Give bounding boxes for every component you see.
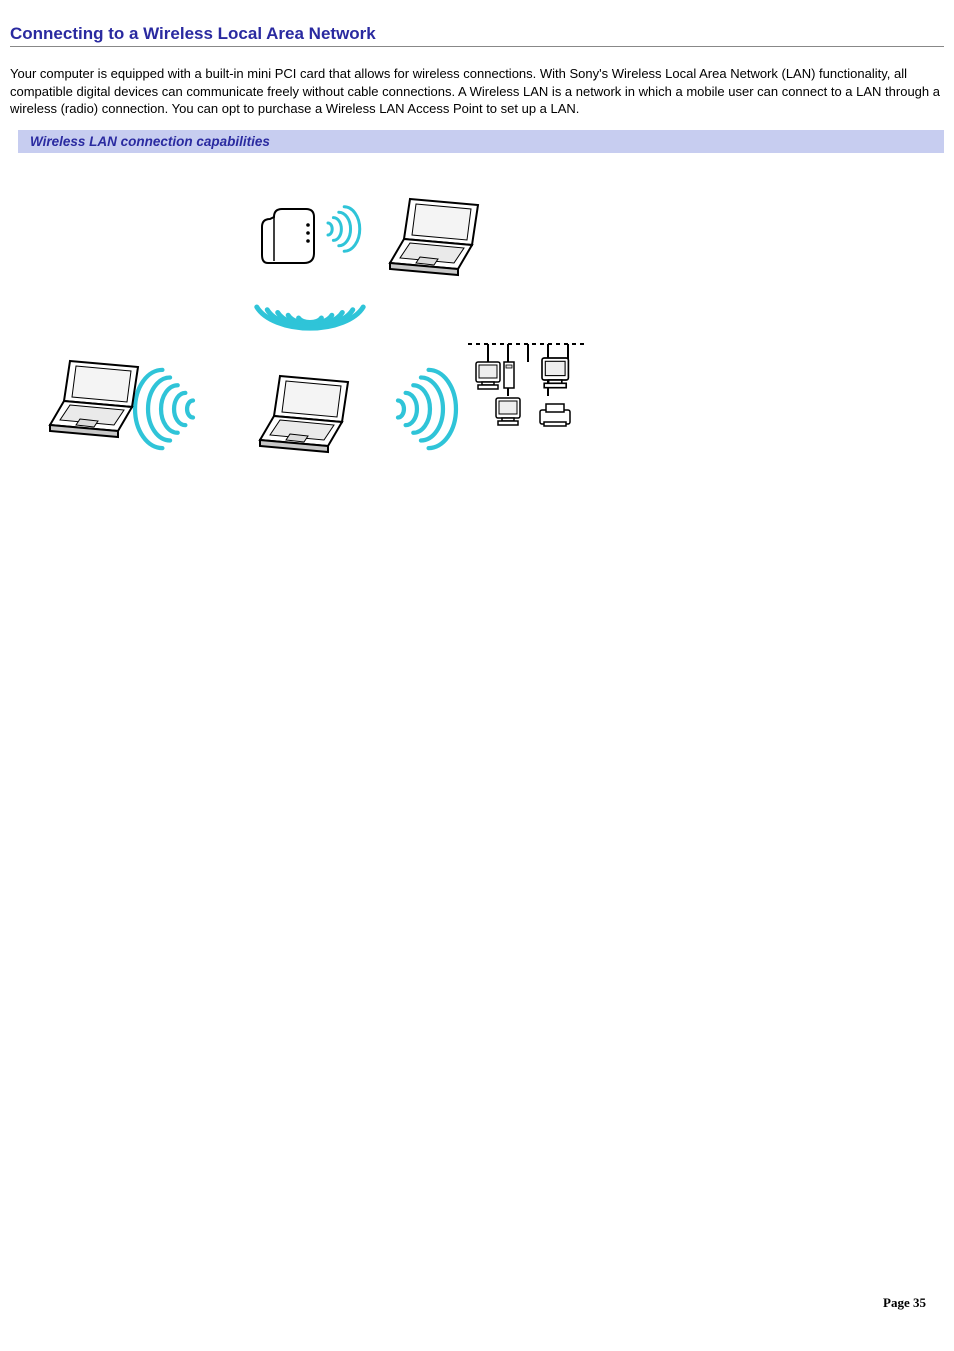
wlan-diagram bbox=[18, 161, 944, 466]
wlan-diagram-svg bbox=[18, 161, 618, 461]
figure-caption: Wireless LAN connection capabilities bbox=[18, 130, 944, 153]
page-heading: Connecting to a Wireless Local Area Netw… bbox=[10, 24, 944, 47]
page-number: Page 35 bbox=[883, 1295, 926, 1311]
page-container: Connecting to a Wireless Local Area Netw… bbox=[0, 0, 954, 1351]
body-paragraph: Your computer is equipped with a built-i… bbox=[10, 65, 944, 118]
